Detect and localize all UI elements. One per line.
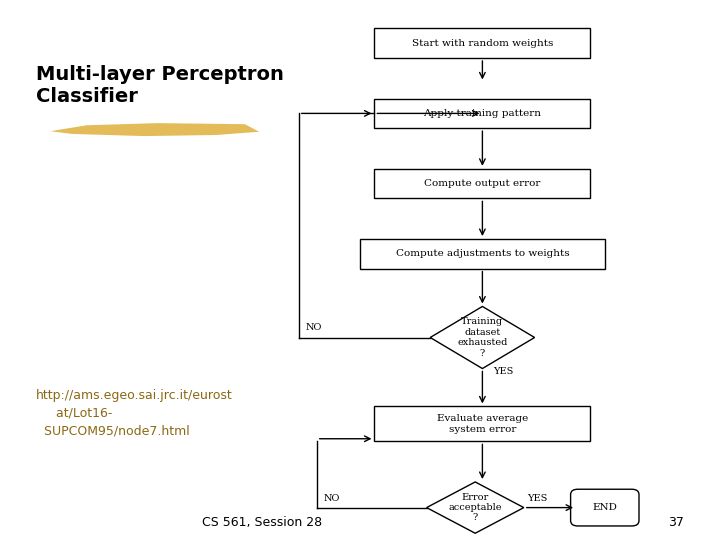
Polygon shape [426,482,524,534]
Text: YES: YES [493,367,513,376]
Text: Evaluate average
system error: Evaluate average system error [437,414,528,434]
FancyBboxPatch shape [374,406,590,442]
Text: 37: 37 [668,516,684,529]
Text: Compute output error: Compute output error [424,179,541,188]
Text: END: END [593,503,617,512]
Text: NO: NO [306,323,323,332]
Polygon shape [431,306,534,368]
Text: CS 561, Session 28: CS 561, Session 28 [202,516,322,529]
Text: Compute adjustments to weights: Compute adjustments to weights [395,249,570,258]
FancyBboxPatch shape [374,28,590,58]
Text: NO: NO [324,494,341,503]
Text: Start with random weights: Start with random weights [412,39,553,48]
FancyBboxPatch shape [374,98,590,128]
Polygon shape [50,123,259,136]
FancyBboxPatch shape [571,489,639,526]
FancyBboxPatch shape [360,239,605,268]
Text: Multi-layer Perceptron
Classifier: Multi-layer Perceptron Classifier [36,65,284,106]
Text: YES: YES [527,494,548,503]
FancyBboxPatch shape [374,168,590,198]
Text: http://ams.egeo.sai.jrc.it/eurost
     at/Lot16-
  SUPCOM95/node7.html: http://ams.egeo.sai.jrc.it/eurost at/Lot… [36,389,233,438]
Text: Training
dataset
exhausted
?: Training dataset exhausted ? [457,318,508,357]
Text: Error
acceptable
?: Error acceptable ? [449,492,502,523]
Text: Apply training pattern: Apply training pattern [423,109,541,118]
